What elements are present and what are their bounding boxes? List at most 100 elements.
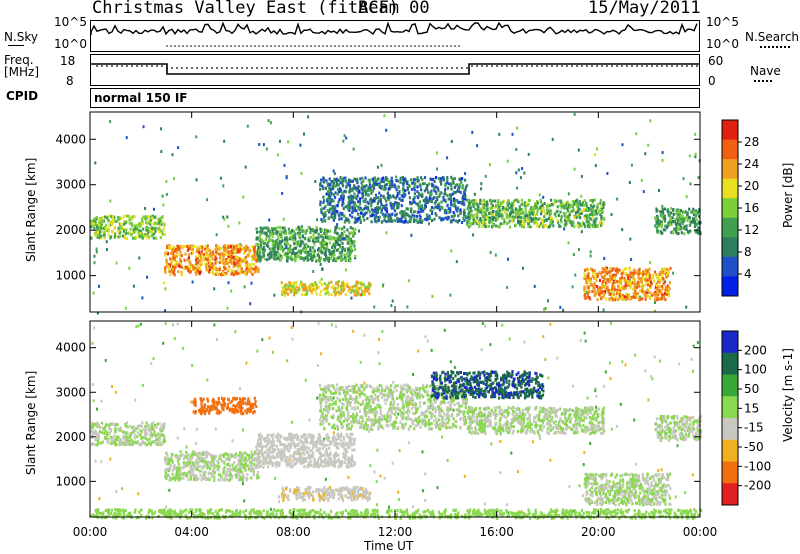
power-data-cell	[677, 227, 680, 231]
power-data-cell	[229, 245, 232, 249]
power-data-cell	[486, 208, 489, 211]
nave-dot	[686, 65, 688, 67]
velocity-noise-cell	[412, 373, 415, 376]
power-data-cell	[302, 247, 305, 251]
power-data-cell	[455, 199, 458, 203]
power-data-cell	[365, 184, 368, 187]
power-noise-cell	[649, 261, 652, 264]
velocity-noise-cell	[441, 435, 444, 439]
power-data-cell	[384, 183, 387, 187]
nave-dot	[561, 65, 563, 67]
power-data-cell	[328, 241, 331, 245]
nave-dot	[646, 65, 648, 67]
power-data-cell	[331, 246, 334, 249]
power-data-cell	[372, 199, 375, 203]
power-noise-cell	[109, 120, 112, 124]
power-data-cell	[323, 212, 326, 216]
power-data-cell	[428, 214, 431, 218]
power-data-cell	[245, 244, 248, 248]
power-data-cell	[294, 237, 297, 241]
power-data-cell	[456, 209, 459, 213]
power-data-cell	[400, 204, 403, 208]
power-data-cell	[586, 207, 589, 211]
power-data-cell	[146, 234, 149, 238]
power-data-cell	[439, 191, 442, 195]
nsearch-dot	[218, 45, 220, 47]
power-data-cell	[591, 213, 594, 217]
power-noise-cell	[195, 135, 198, 139]
velocity-noise-cell	[547, 376, 550, 380]
velocity-noise-cell	[109, 457, 112, 461]
power-data-cell	[324, 211, 327, 215]
power-data-cell	[328, 193, 331, 197]
power-data-cell	[446, 175, 449, 179]
velocity-data-cell	[114, 428, 117, 432]
power-data-cell	[292, 285, 295, 289]
power-data-cell	[559, 210, 562, 214]
velocity-noise-cell	[332, 431, 335, 435]
power-data-cell	[343, 247, 346, 251]
power-data-cell	[355, 209, 358, 213]
power-data-cell	[399, 176, 402, 180]
power-data-cell	[120, 225, 123, 229]
power-data-cell	[662, 267, 665, 271]
power-data-cell	[432, 186, 435, 190]
velocity-data-cell	[160, 429, 163, 433]
power-noise-cell	[589, 254, 592, 258]
power-data-cell	[463, 208, 466, 212]
power-data-cell	[257, 258, 260, 262]
power-noise-cell	[621, 228, 624, 232]
power-data-cell	[219, 254, 223, 258]
power-data-cell	[113, 226, 116, 230]
power-data-cell	[282, 288, 285, 292]
power-data-cell	[281, 285, 284, 289]
power-data-cell	[587, 276, 590, 280]
power-data-cell	[216, 252, 219, 255]
power-data-cell	[600, 217, 603, 221]
power-noise-cell	[538, 193, 541, 197]
nsearch-dot	[198, 45, 200, 47]
power-data-cell	[292, 282, 295, 286]
power-data-cell	[347, 241, 350, 245]
power-noise-cell	[658, 189, 660, 192]
velocity-data-cell	[93, 422, 96, 426]
power-data-cell	[506, 214, 509, 218]
velocity-data-cell	[216, 464, 219, 468]
power-data-cell	[560, 220, 563, 224]
power-data-cell	[341, 281, 345, 285]
power-data-cell	[602, 216, 605, 220]
power-data-cell	[331, 211, 334, 215]
power-data-cell	[230, 256, 233, 260]
power-data-cell	[190, 265, 193, 269]
velocity-noise-cell	[243, 499, 246, 503]
power-data-cell	[211, 257, 214, 261]
power-data-cell	[663, 217, 666, 221]
power-data-cell	[669, 266, 672, 270]
power-data-cell	[620, 276, 624, 280]
power-data-cell	[319, 203, 322, 207]
power-data-cell	[546, 204, 549, 208]
power-data-cell	[214, 268, 218, 271]
power-data-cell	[428, 182, 431, 186]
power-data-cell	[579, 216, 582, 220]
power-data-cell	[542, 209, 545, 213]
power-data-cell	[318, 280, 321, 284]
power-data-cell	[353, 284, 356, 288]
power-noise-cell	[523, 171, 526, 175]
power-data-cell	[216, 260, 219, 264]
power-data-cell	[342, 197, 345, 201]
power-noise-cell	[160, 150, 163, 154]
nave-dot	[146, 65, 148, 67]
power-data-cell	[106, 216, 109, 220]
power-data-cell	[336, 188, 340, 192]
power-data-cell	[239, 262, 242, 266]
power-data-cell	[399, 180, 402, 184]
power-data-cell	[434, 190, 437, 194]
power-data-cell	[236, 248, 239, 251]
power-data-cell	[573, 215, 576, 219]
power-data-cell	[301, 230, 304, 234]
power-data-cell	[228, 265, 231, 269]
power-data-cell	[317, 239, 320, 243]
velocity-data-cell	[96, 421, 99, 425]
power-data-cell	[248, 268, 251, 272]
